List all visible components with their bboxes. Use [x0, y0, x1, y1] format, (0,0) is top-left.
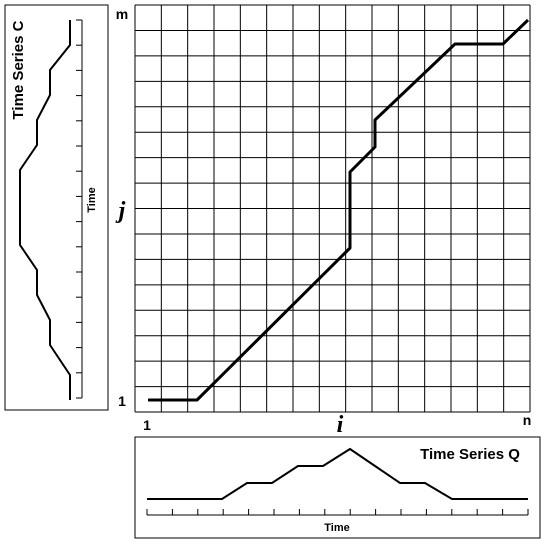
axis-ticks [146, 509, 529, 515]
row-index-label: j [115, 198, 126, 224]
axis-ticks [76, 19, 82, 399]
col-index-label: i [337, 412, 344, 438]
series-c-axis-label: Time [86, 187, 98, 212]
series-c-line [19, 20, 71, 400]
row-label-top: m [116, 6, 128, 22]
cost-matrix-grid [134, 4, 531, 413]
series-q-panel: Time Series Q Time [134, 436, 541, 539]
panel-border [134, 436, 541, 539]
col-label-first: 1 [143, 417, 151, 433]
row-label-bottom: 1 [118, 393, 126, 409]
panel-border [4, 4, 109, 411]
series-q-title: Time Series Q [420, 446, 520, 463]
col-label-last: n [523, 412, 532, 428]
series-q-axis-label: Time [324, 522, 349, 534]
warping-path [148, 18, 530, 402]
series-q-line [147, 447, 528, 500]
series-c-panel: Time Series C Time [4, 4, 109, 411]
series-c-title: Time Series C [10, 20, 27, 119]
